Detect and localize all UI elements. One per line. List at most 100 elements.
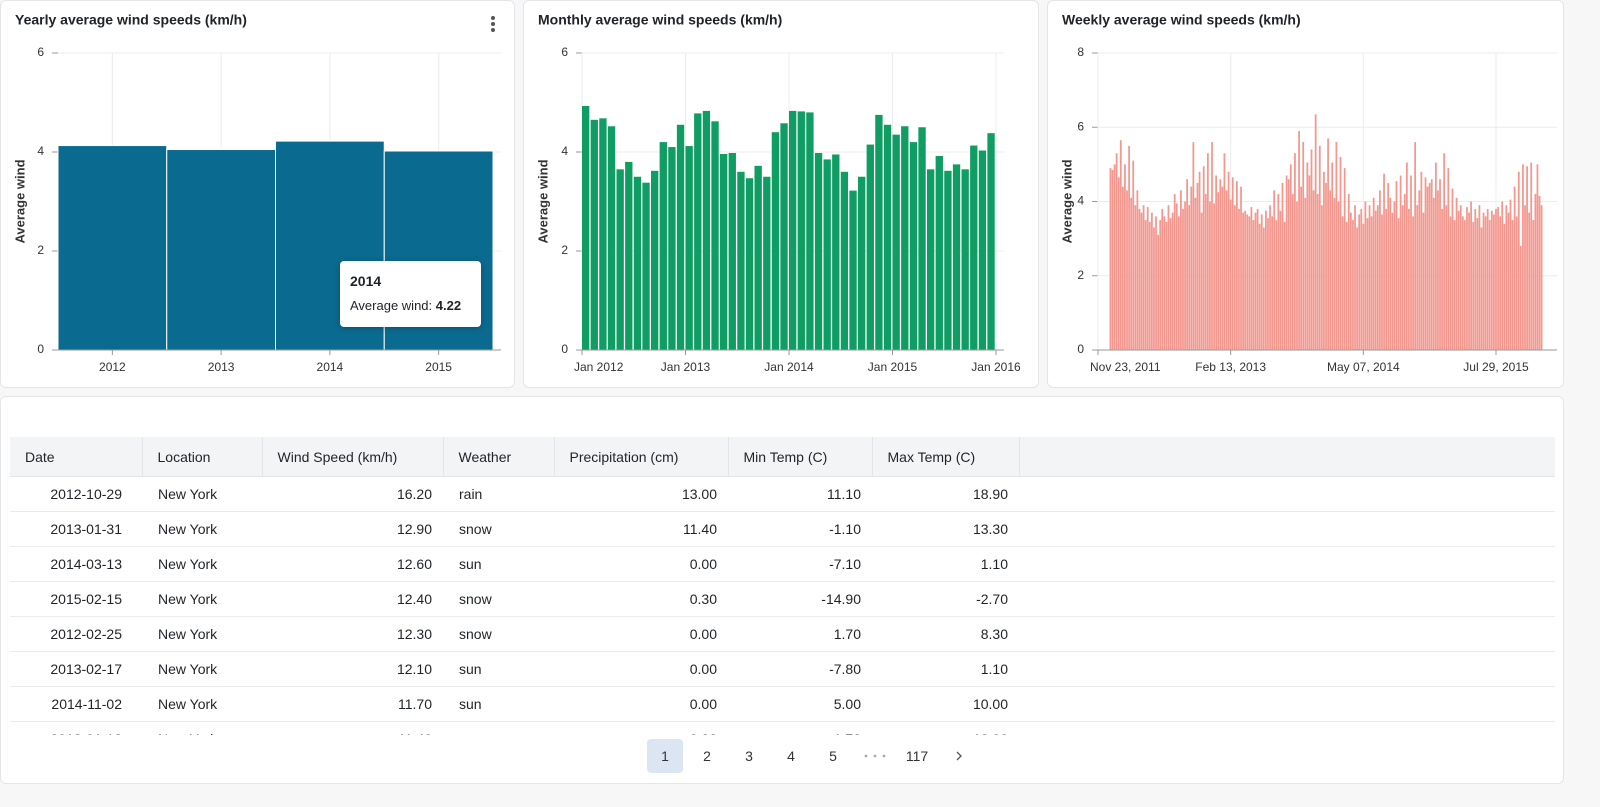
- bar: [1263, 227, 1265, 350]
- chart-title: Monthly average wind speeds (km/h): [538, 12, 782, 28]
- bar: [1147, 207, 1149, 350]
- bar: [1539, 196, 1541, 350]
- column-header[interactable]: Wind Speed (km/h): [262, 437, 443, 477]
- bar: [789, 111, 796, 350]
- page-button[interactable]: 1: [647, 739, 683, 773]
- bar: [1114, 164, 1116, 350]
- bar: [1391, 213, 1393, 350]
- page-button[interactable]: 5: [815, 739, 851, 773]
- bar: [1333, 198, 1335, 350]
- bar: [1226, 190, 1228, 350]
- table-cell-filler: [1019, 582, 1555, 617]
- table-row: 2013-02-17New York12.10sun0.00-7.801.10: [10, 652, 1555, 687]
- bar: [1331, 163, 1333, 350]
- page-button[interactable]: 3: [731, 739, 767, 773]
- bar: [1385, 209, 1387, 350]
- bar: [1445, 205, 1447, 350]
- table-cell: 2014-03-13: [10, 547, 142, 582]
- column-header-filler: [1019, 437, 1555, 477]
- bar: [1431, 179, 1433, 350]
- bar: [1116, 153, 1118, 350]
- bar: [1520, 246, 1522, 350]
- bar: [824, 159, 831, 350]
- bar: [1404, 194, 1406, 350]
- bar: [1416, 205, 1418, 350]
- next-page-button[interactable]: [941, 739, 977, 773]
- bar: [1534, 194, 1536, 350]
- column-header[interactable]: Weather: [443, 437, 554, 477]
- bar: [780, 123, 787, 350]
- bar: [737, 172, 744, 350]
- table-cell: 12.40: [262, 582, 443, 617]
- bar: [936, 156, 943, 350]
- table-cell: rain: [443, 477, 554, 512]
- bar: [944, 171, 951, 350]
- bar: [832, 154, 839, 350]
- bar: [1497, 207, 1499, 350]
- bar: [1369, 205, 1371, 350]
- bar: [1375, 211, 1377, 350]
- table-cell: 0.00: [554, 722, 728, 736]
- bar: [893, 135, 900, 350]
- bar: [1141, 213, 1143, 350]
- bar: [1425, 177, 1427, 350]
- table-cell: snow: [443, 512, 554, 547]
- table-row: 2014-11-02New York11.70sun0.005.0010.00: [10, 687, 1555, 722]
- table-cell: snow: [443, 722, 554, 736]
- yearly-chart: Yearly average wind speeds (km/h)Average…: [1, 1, 515, 388]
- bar: [1512, 220, 1514, 350]
- menu-button[interactable]: [485, 13, 501, 35]
- column-header[interactable]: Date: [10, 437, 142, 477]
- column-header[interactable]: Location: [142, 437, 262, 477]
- bar: [1383, 174, 1385, 350]
- x-tick-label: Jan 2015: [868, 360, 918, 374]
- bar: [987, 133, 994, 350]
- bar: [1317, 194, 1319, 350]
- bar: [1230, 200, 1232, 350]
- y-axis-label: Average wind: [535, 159, 550, 243]
- y-tick-label: 2: [1077, 268, 1084, 282]
- table-row: 2014-03-13New York12.60sun0.00-7.101.10: [10, 547, 1555, 582]
- bar: [1530, 163, 1532, 350]
- bar: [1180, 190, 1182, 350]
- bar: [1408, 209, 1410, 350]
- table-cell: 2014-11-02: [10, 687, 142, 722]
- table-cell: New York: [142, 687, 262, 722]
- bar: [1288, 179, 1290, 350]
- column-header[interactable]: Max Temp (C): [872, 437, 1019, 477]
- table-cell: snow: [443, 617, 554, 652]
- bar: [1265, 211, 1267, 350]
- bar: [1526, 166, 1528, 350]
- bar: [625, 162, 632, 350]
- bar: [1309, 176, 1311, 350]
- table-cell: -2.70: [872, 582, 1019, 617]
- bar: [1499, 216, 1501, 350]
- bar: [1381, 214, 1383, 350]
- column-header[interactable]: Min Temp (C): [728, 437, 872, 477]
- bar: [1134, 205, 1136, 350]
- table-cell: 12.90: [262, 512, 443, 547]
- table-cell: sun: [443, 652, 554, 687]
- bar: [1159, 220, 1161, 350]
- page-button[interactable]: 2: [689, 739, 725, 773]
- bar: [979, 151, 986, 350]
- bar: [746, 178, 753, 350]
- tooltip-row: Average wind: 4.22: [350, 298, 471, 313]
- bar: [1493, 214, 1495, 350]
- bar: [806, 112, 813, 350]
- bar: [1460, 205, 1462, 350]
- column-header[interactable]: Precipitation (cm): [554, 437, 728, 477]
- bar: [608, 126, 615, 350]
- page-button[interactable]: 117: [899, 739, 935, 773]
- table-cell: 11.40: [262, 722, 443, 736]
- page-button[interactable]: 4: [773, 739, 809, 773]
- bar: [1483, 213, 1485, 350]
- table-cell-filler: [1019, 687, 1555, 722]
- bar: [1458, 211, 1460, 350]
- bar: [1437, 190, 1439, 350]
- bar: [1510, 200, 1512, 350]
- pagination: 12345 117: [1, 739, 1563, 773]
- bar: [1290, 164, 1292, 350]
- table-cell: 2012-10-29: [10, 477, 142, 512]
